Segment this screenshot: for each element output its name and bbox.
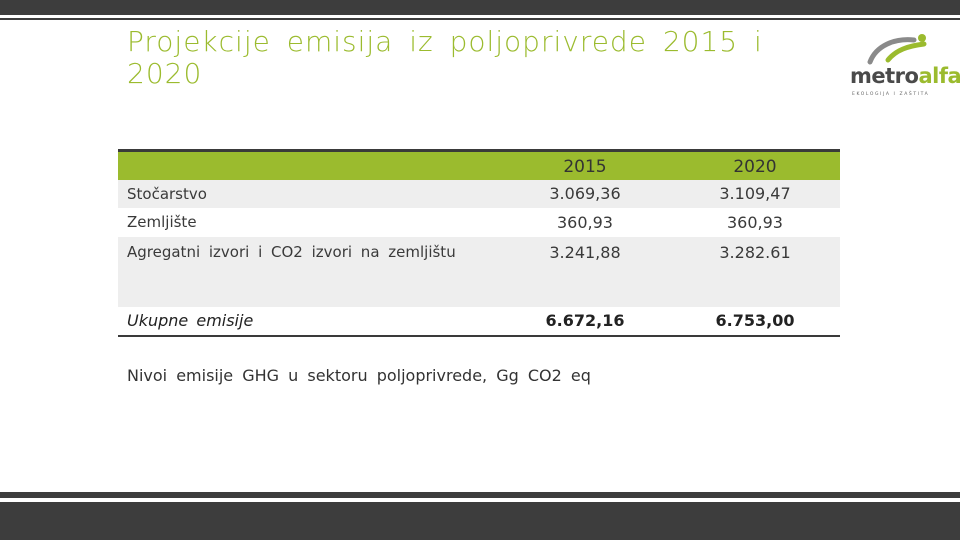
total-value-2020: 6.753,00 xyxy=(715,311,795,330)
row-value-2015: 360,93 xyxy=(557,213,613,232)
table-bottom-rule xyxy=(118,335,840,337)
table-row: Stočarstvo 3.069,36 3.109,47 xyxy=(118,180,840,208)
row-label: Zemljište xyxy=(127,213,197,231)
row-label: Agregatni izvori i CO2 izvori na zemljiš… xyxy=(127,243,456,261)
total-value-2015: 6.672,16 xyxy=(545,311,625,330)
row-value-2020: 3.109,47 xyxy=(719,184,791,203)
top-bar-stripe xyxy=(0,15,960,18)
emissions-table: 2015 2020 Stočarstvo 3.069,36 3.109,47 Z… xyxy=(118,149,840,337)
table-top-rule xyxy=(118,149,840,152)
slide-title: Projekcije emisija iz poljoprivrede 2015… xyxy=(127,25,763,90)
row-value-2020: 360,93 xyxy=(727,213,783,232)
table-caption: Nivoi emisije GHG u sektoru poljoprivred… xyxy=(127,366,591,385)
bottom-bar xyxy=(0,502,960,540)
row-label: Stočarstvo xyxy=(127,185,207,203)
table-header-2020: 2020 xyxy=(733,157,777,177)
table-header-2015: 2015 xyxy=(563,157,607,177)
logo-wordmark: metroalfa xyxy=(850,64,960,88)
table-total-row: Ukupne emisije 6.672,16 6.753,00 xyxy=(118,307,840,335)
total-label: Ukupne emisije xyxy=(127,311,254,330)
table-row: Zemljište 360,93 360,93 xyxy=(118,208,840,237)
logo: metroalfa EKOLOGIJA I ZAŠTITA xyxy=(850,32,960,102)
bottom-bar-rule xyxy=(0,492,960,498)
row-value-2015: 3.069,36 xyxy=(549,184,621,203)
row-value-2015: 3.241,88 xyxy=(549,243,621,262)
logo-swoosh-icon xyxy=(867,34,927,65)
logo-tagline: EKOLOGIJA I ZAŠTITA xyxy=(852,92,930,97)
table-header-row: 2015 2020 xyxy=(118,152,840,180)
table-row: Agregatni izvori i CO2 izvori na zemljiš… xyxy=(118,237,840,307)
logo-wordmark-alfa: alfa xyxy=(918,64,960,88)
row-value-2020: 3.282.61 xyxy=(719,243,791,262)
top-bar xyxy=(0,0,960,20)
logo-wordmark-metro: metro xyxy=(850,64,919,88)
